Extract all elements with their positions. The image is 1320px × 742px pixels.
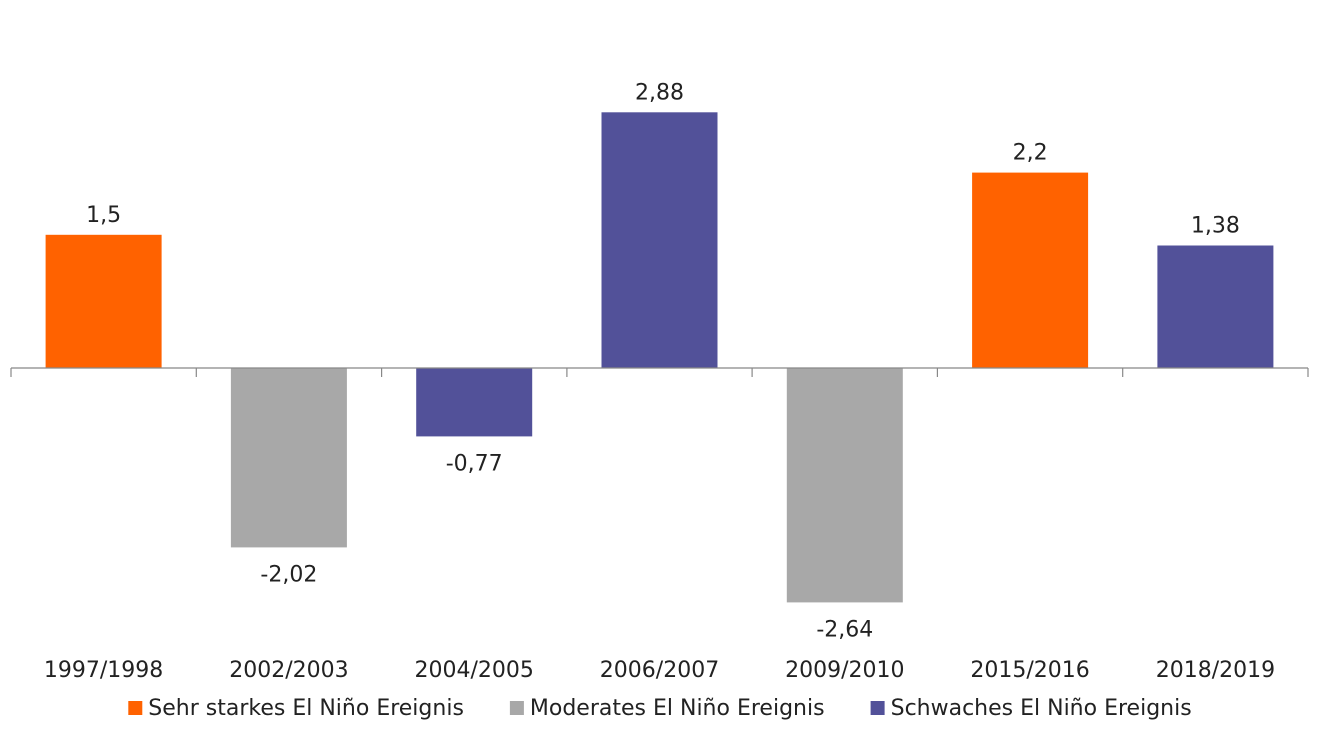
value-label: 2,2 [1013,141,1048,166]
legend-item: Sehr starkes El Niño Ereignis [128,696,464,721]
value-label: -0,77 [446,451,503,476]
legend-swatch [128,701,143,715]
value-label: -2,02 [260,562,317,587]
value-label: 2,88 [635,80,684,105]
category-label: 2004/2005 [415,658,534,683]
bar-2006-2007 [601,112,718,368]
value-label: -2,64 [816,617,873,642]
legend-label: Schwaches El Niño Ereignis [891,696,1192,721]
value-label: 1,5 [86,203,121,228]
category-label: 2015/2016 [970,658,1089,683]
legend-swatch [509,701,524,715]
legend-item: Moderates El Niño Ereignis [509,696,825,721]
category-label: 2009/2010 [785,658,904,683]
legend: Sehr starkes El Niño Ereignis Moderates E… [128,696,1192,721]
value-labels-group: 1,5 -2,02 -0,77 2,88 -2,64 2,2 1,38 [86,80,1240,642]
category-labels-group: 1997/1998 2002/2003 2004/2005 2006/2007 2009… [44,658,1275,683]
legend-item: Schwaches El Niño Ereignis [870,696,1192,721]
legend-swatch [870,701,885,715]
bar-1997-1998 [45,234,162,368]
bar-2002-2003 [230,368,347,548]
x-axis [10,367,1309,377]
legend-label: Sehr starkes El Niño Ereignis [148,696,464,721]
category-label: 2002/2003 [229,658,348,683]
legend-label: Moderates El Niño Ereignis [530,696,825,721]
category-label: 2006/2007 [600,658,719,683]
bar-2004-2005 [416,368,533,437]
category-label: 1997/1998 [44,658,163,683]
bar-2015-2016 [972,172,1089,368]
value-label: 1,38 [1191,214,1240,239]
category-label: 2018/2019 [1156,658,1275,683]
bars-group [45,112,1274,603]
bar-2009-2010 [786,368,903,603]
bar-2018-2019 [1157,245,1274,368]
